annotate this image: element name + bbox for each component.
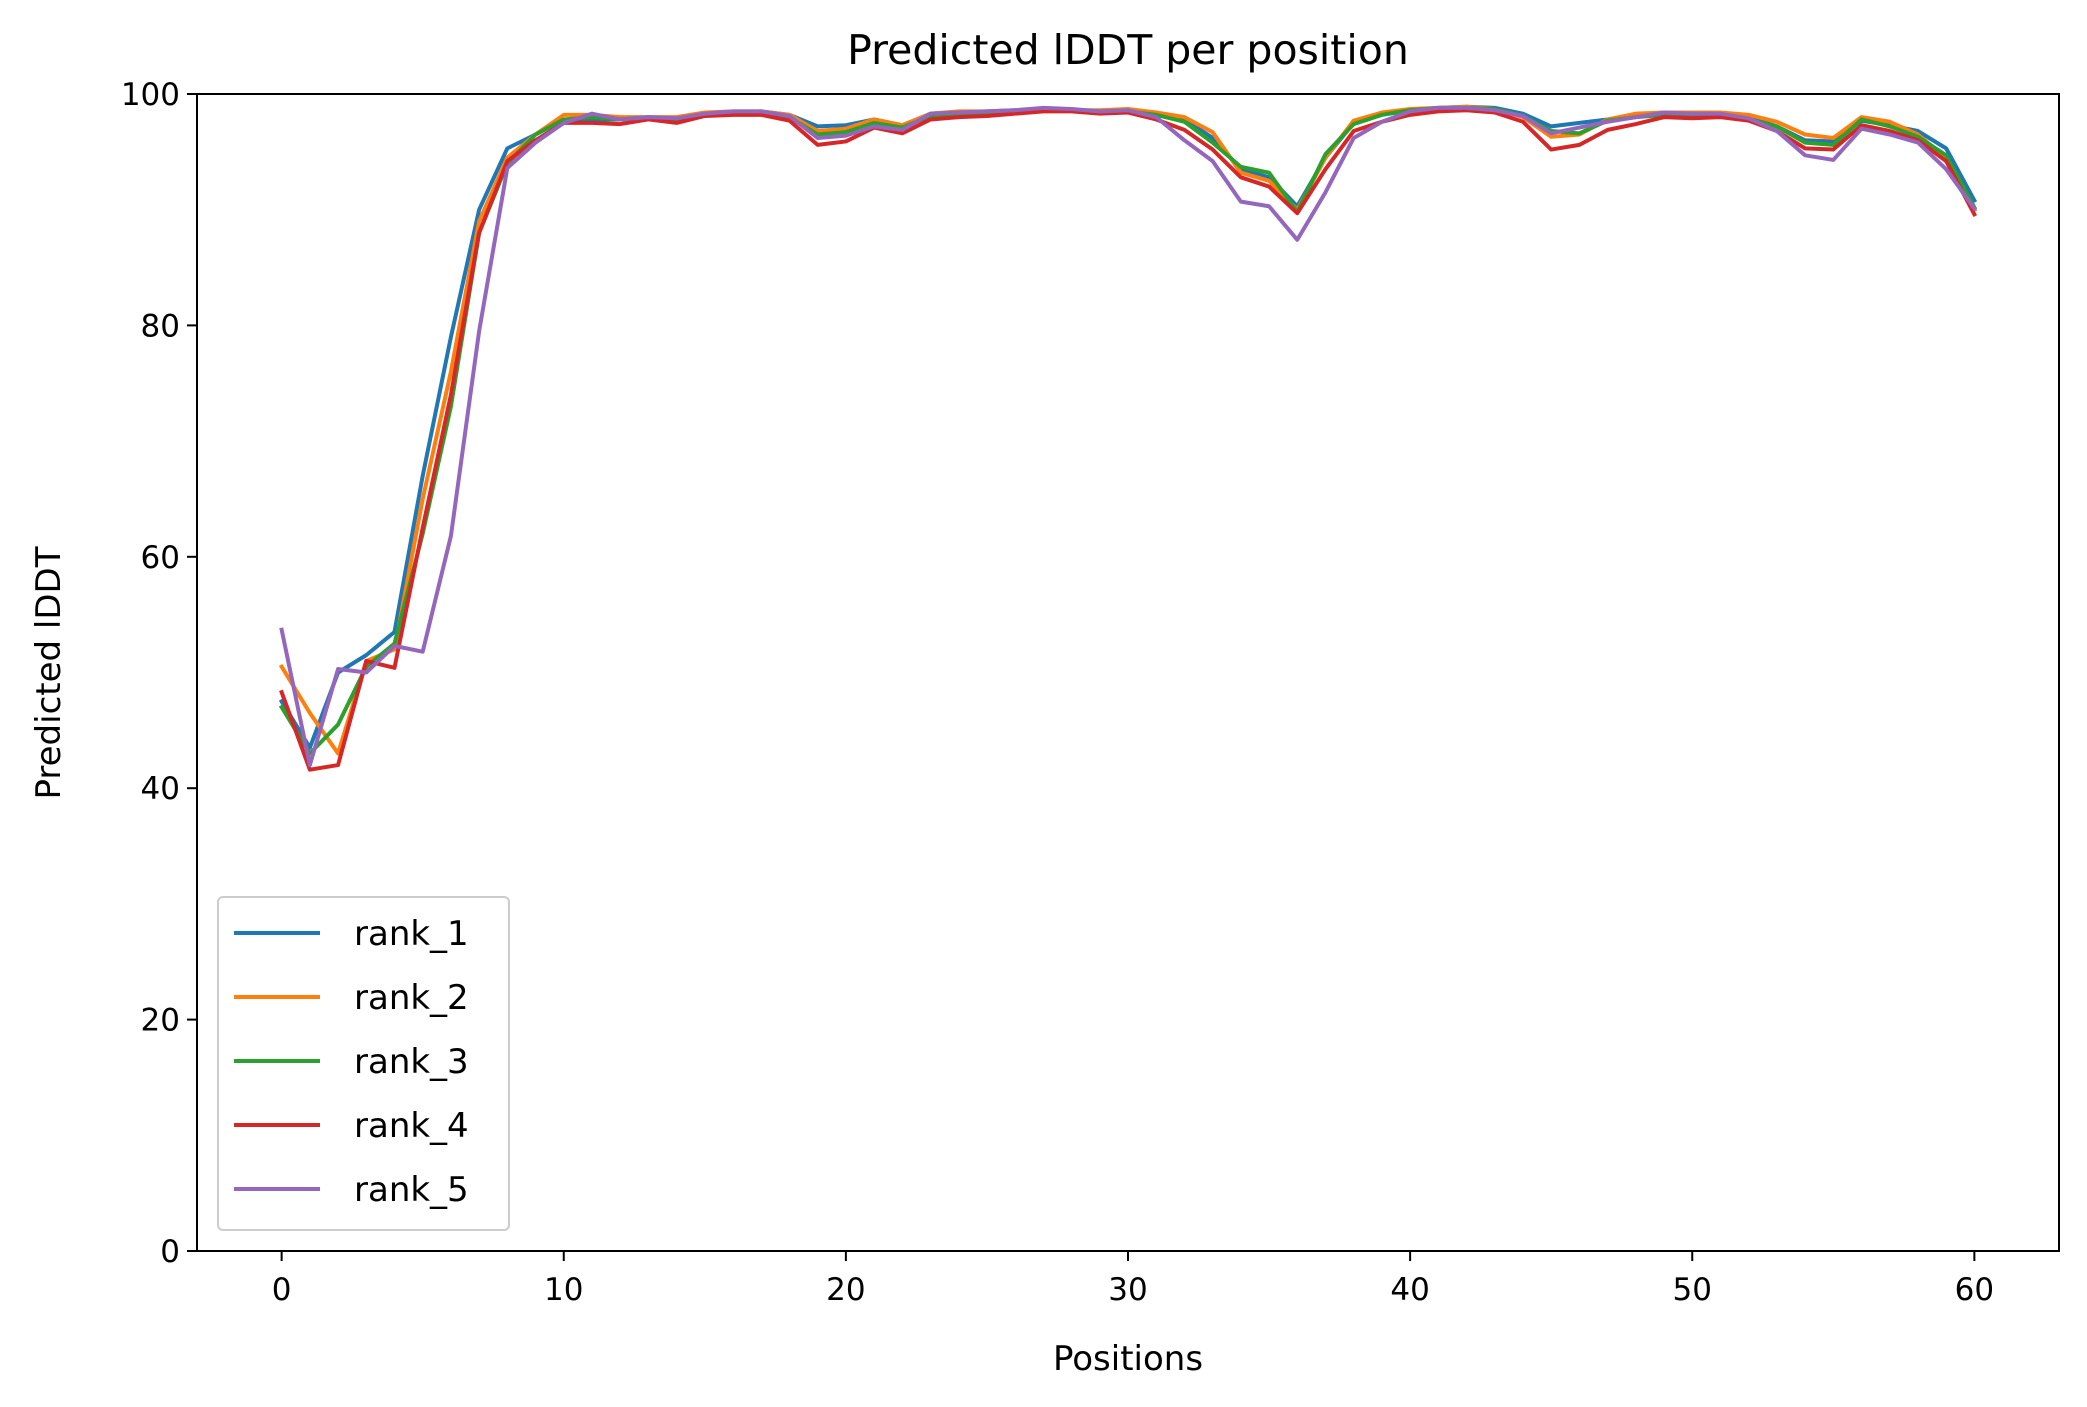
legend: rank_1 rank_2 rank_3 rank_4 rank_5: [217, 896, 510, 1231]
y-tick-label: 40: [141, 771, 180, 807]
legend-box: [217, 896, 510, 1231]
legend-label-rank_4: rank_4: [354, 1106, 469, 1146]
plot-lines: [278, 104, 1978, 772]
legend-label-rank_5: rank_5: [354, 1170, 469, 1210]
y-tick-label: 60: [141, 540, 180, 576]
y-tick-label: 0: [160, 1234, 180, 1270]
x-tick-label: 50: [1673, 1272, 1712, 1308]
x-axis-label: Positions: [1053, 1339, 1203, 1379]
x-tick-label: 60: [1955, 1272, 1994, 1308]
y-axis-ticks: 0 20 40 60 80 100: [121, 77, 197, 1270]
y-tick-label: 20: [141, 1003, 180, 1039]
y-axis-label: Predicted lDDT: [29, 546, 69, 799]
y-tick-label: 80: [141, 308, 180, 344]
chart-title: Predicted lDDT per position: [847, 26, 1409, 74]
series-line-rank_5: [279, 105, 1978, 768]
y-tick-label: 100: [121, 77, 180, 113]
x-tick-label: 30: [1108, 1272, 1147, 1308]
legend-label-rank_2: rank_2: [354, 978, 469, 1018]
x-tick-label: 0: [272, 1272, 292, 1308]
x-tick-label: 20: [826, 1272, 865, 1308]
legend-label-rank_1: rank_1: [354, 914, 469, 954]
x-tick-label: 40: [1390, 1272, 1429, 1308]
legend-label-rank_3: rank_3: [354, 1042, 469, 1082]
x-tick-label: 10: [544, 1272, 583, 1308]
x-axis-ticks: 0 10 20 30 40 50 60: [272, 1251, 1994, 1308]
